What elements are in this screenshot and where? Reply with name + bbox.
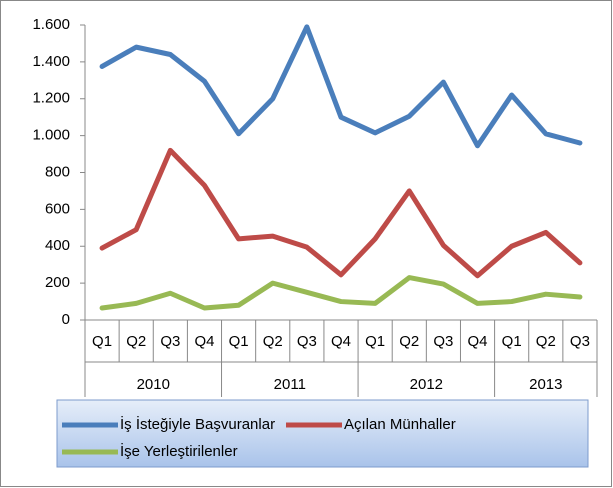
x-tick-label: Q2 [536,333,556,350]
legend-label: Açılan Münhaller [344,416,456,433]
x-tick-label: Q1 [365,333,385,350]
x-tick-label: Q2 [399,333,419,350]
y-tick-label: 200 [45,274,70,291]
series-line [99,275,583,311]
legend-label: İşe Yerleştirilenler [120,442,238,460]
y-tick-label: 1.000 [32,127,70,144]
y-tick-label: 600 [45,200,70,217]
x-tick-label: Q3 [570,333,590,350]
group-label: 2012 [410,376,443,393]
series-line [99,24,583,149]
legend-label: İş İsteğiyle Başvuranlar [120,415,275,433]
y-tick-label: 0 [62,311,70,328]
y-tick-label: 1.600 [32,16,70,33]
group-label: 2010 [137,376,170,393]
x-tick-label: Q3 [160,333,180,350]
x-tick-label: Q4 [331,333,351,350]
group-label: 2013 [529,376,562,393]
legend-box [56,399,589,468]
series-line [99,147,583,279]
x-tick-label: Q2 [126,333,146,350]
y-tick-label: 1.400 [32,53,70,70]
y-tick-label: 800 [45,163,70,180]
x-tick-label: Q4 [194,333,214,350]
y-tick-label: 400 [45,237,70,254]
x-tick-label: Q2 [263,333,283,350]
x-tick-label: Q1 [92,333,112,350]
group-label: 2011 [274,376,306,393]
x-tick-label: Q4 [468,333,488,350]
x-tick-label: Q3 [297,333,317,350]
x-tick-label: Q3 [433,333,453,350]
y-tick-label: 1.200 [32,90,70,107]
x-tick-label: Q1 [502,333,522,350]
x-tick-label: Q1 [229,333,249,350]
